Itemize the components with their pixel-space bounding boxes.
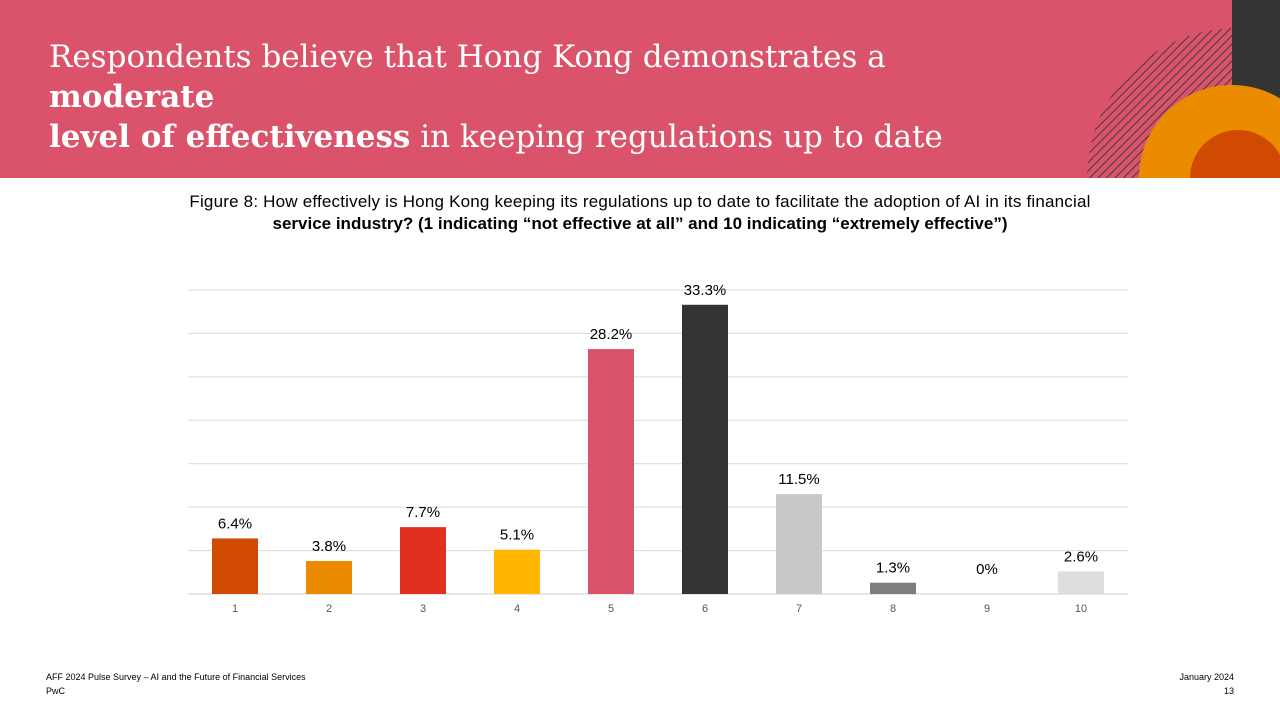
data-label: 28.2% [590,326,633,343]
x-tick-label: 1 [232,603,238,615]
title-text-part: Respondents believe that Hong Kong demon… [49,39,886,75]
title-emphasis: level of effectiveness [49,119,411,155]
header-band: Respondents believe that Hong Kong demon… [0,0,1280,178]
page-title: Respondents believe that Hong Kong demon… [49,37,1049,157]
bar-4 [494,549,540,594]
x-tick-label: 9 [984,603,990,615]
footer-left: AFF 2024 Pulse Survey – AI and the Futur… [46,670,306,698]
footer-org: PwC [46,686,66,696]
bar-10 [1058,571,1104,594]
bar-chart: 6.4% 1 3.8% 2 7.7% 3 5.1% 4 28.2% 5 33.3% 6 11.5% 7 1.… [188,282,1128,615]
bar-1 [212,538,258,594]
data-label: 5.1% [500,527,534,544]
title-emphasis: moderate [49,79,215,115]
bar-3 [400,527,446,594]
bar-8 [870,582,916,594]
decorative-graphic [1087,0,1280,178]
x-tick-label: 5 [608,603,614,615]
footer-date: January 2024 [1179,672,1234,682]
data-label: 11.5% [778,471,819,488]
x-tick-label: 3 [420,603,426,615]
title-text-part: in keeping regulations up to date [410,119,943,155]
data-label: 3.8% [312,538,346,555]
red-circle [1190,130,1280,178]
x-tick-label: 4 [514,603,520,615]
bar-7 [776,494,822,594]
figure-title-line: Figure 8: How effectively is Hong Kong k… [189,192,1091,211]
footer-survey-name: AFF 2024 Pulse Survey – AI and the Futur… [46,672,306,682]
x-tick-label: 6 [702,603,708,615]
bar-5 [588,349,634,594]
x-tick-label: 10 [1075,603,1087,615]
data-label: 1.3% [876,560,910,577]
footer-right: January 2024 13 [1179,670,1234,698]
x-tick-label: 2 [326,603,332,615]
data-label: 2.6% [1064,548,1098,565]
bar-2 [306,560,352,594]
data-label: 6.4% [218,515,252,532]
figure-title: Figure 8: How effectively is Hong Kong k… [60,191,1220,235]
figure-title-line-bold: service industry? (1 indicating “not eff… [272,214,1008,233]
data-label: 0% [976,561,998,578]
x-tick-label: 7 [796,603,802,615]
bar-6 [682,304,728,594]
page-number: 13 [1223,686,1234,696]
data-label: 7.7% [406,504,440,521]
data-label: 33.3% [684,282,727,299]
x-tick-label: 8 [890,603,896,615]
